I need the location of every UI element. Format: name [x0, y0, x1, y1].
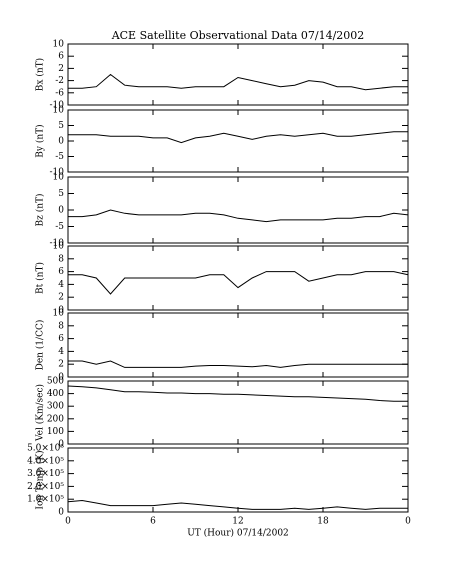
y-tick-label: 0: [58, 206, 64, 216]
panel-frame: [67, 245, 409, 311]
data-line: [67, 499, 408, 510]
data-line: [68, 360, 408, 368]
y-tick-label: 4: [58, 280, 64, 290]
y-tick-label: 4: [58, 347, 64, 357]
y-axis-label: Bt (nT): [35, 262, 46, 294]
x-tick-label: 0: [405, 517, 411, 527]
y-tick-label: 2: [58, 64, 64, 74]
panel-frame: [67, 109, 409, 173]
chart-title: ACE Satellite Observational Data 07/14/2…: [111, 29, 365, 42]
y-tick-label: -5: [55, 152, 64, 162]
y-tick-label: 0: [58, 440, 64, 450]
data-line: [67, 385, 408, 402]
y-tick-label: 1.0×10⁵: [27, 495, 64, 505]
y-tick-label: 100: [47, 427, 64, 437]
y-tick-label: 2.0×10⁵: [27, 482, 64, 492]
y-tick-label: 0: [58, 306, 64, 316]
x-tick-label: 0: [65, 517, 71, 527]
panel-frame: [67, 312, 409, 378]
y-axis-label: Den (1/CC): [35, 320, 46, 371]
y-tick-label: -2: [55, 76, 64, 86]
panel-frame: [67, 176, 409, 244]
y-tick-label: 0: [58, 373, 64, 383]
y-tick-label: 0: [58, 137, 64, 147]
y-tick-label: 2: [58, 293, 64, 303]
y-axis-label: Vel (Km/sec): [35, 384, 46, 442]
data-line: [68, 131, 408, 144]
y-tick-label: -10: [50, 239, 65, 249]
data-line: [68, 209, 409, 223]
y-tick-label: 4.0×10⁵: [27, 456, 64, 466]
y-tick-label: 8: [58, 321, 64, 331]
y-tick-label: 3.0×10⁵: [27, 469, 64, 479]
y-tick-label: 200: [47, 414, 64, 424]
y-tick-label: 5.0×10⁵: [27, 444, 64, 454]
y-tick-label: 8: [58, 254, 64, 264]
panel-frame: [67, 43, 409, 106]
x-tick-label: 18: [317, 517, 329, 527]
data-line: [68, 73, 408, 91]
data-line: [68, 271, 409, 295]
y-tick-label: 10: [53, 242, 65, 252]
y-tick-label: 6: [58, 267, 64, 277]
y-tick-label: 5: [58, 189, 64, 199]
x-tick-label: 12: [232, 517, 243, 527]
y-tick-label: 10: [53, 106, 65, 116]
y-tick-label: 0: [58, 508, 64, 518]
y-tick-label: 400: [47, 389, 64, 399]
y-tick-label: 10: [53, 40, 65, 50]
y-axis-label: Bz (nT): [35, 193, 46, 226]
x-axis-label: UT (Hour) 07/14/2002: [187, 528, 289, 539]
y-axis-label: By (nT): [35, 124, 46, 157]
y-tick-label: -10: [50, 168, 65, 178]
panel-frame: [67, 447, 409, 513]
y-tick-label: 6: [58, 334, 64, 344]
x-tick-label: 6: [150, 517, 156, 527]
y-tick-label: 500: [47, 377, 64, 387]
y-tick-label: 10: [53, 173, 65, 183]
y-axis-label: Ion Temp (K): [35, 450, 46, 509]
y-tick-label: 5: [58, 121, 64, 131]
y-tick-label: -10: [50, 101, 65, 111]
y-axis-label: Bx (nT): [35, 58, 46, 91]
y-tick-label: -6: [55, 88, 64, 98]
y-tick-label: -5: [55, 222, 64, 232]
y-tick-label: 10: [53, 309, 65, 319]
y-tick-label: 2: [58, 360, 64, 370]
y-tick-label: 6: [58, 52, 64, 62]
y-tick-label: 300: [47, 402, 64, 412]
